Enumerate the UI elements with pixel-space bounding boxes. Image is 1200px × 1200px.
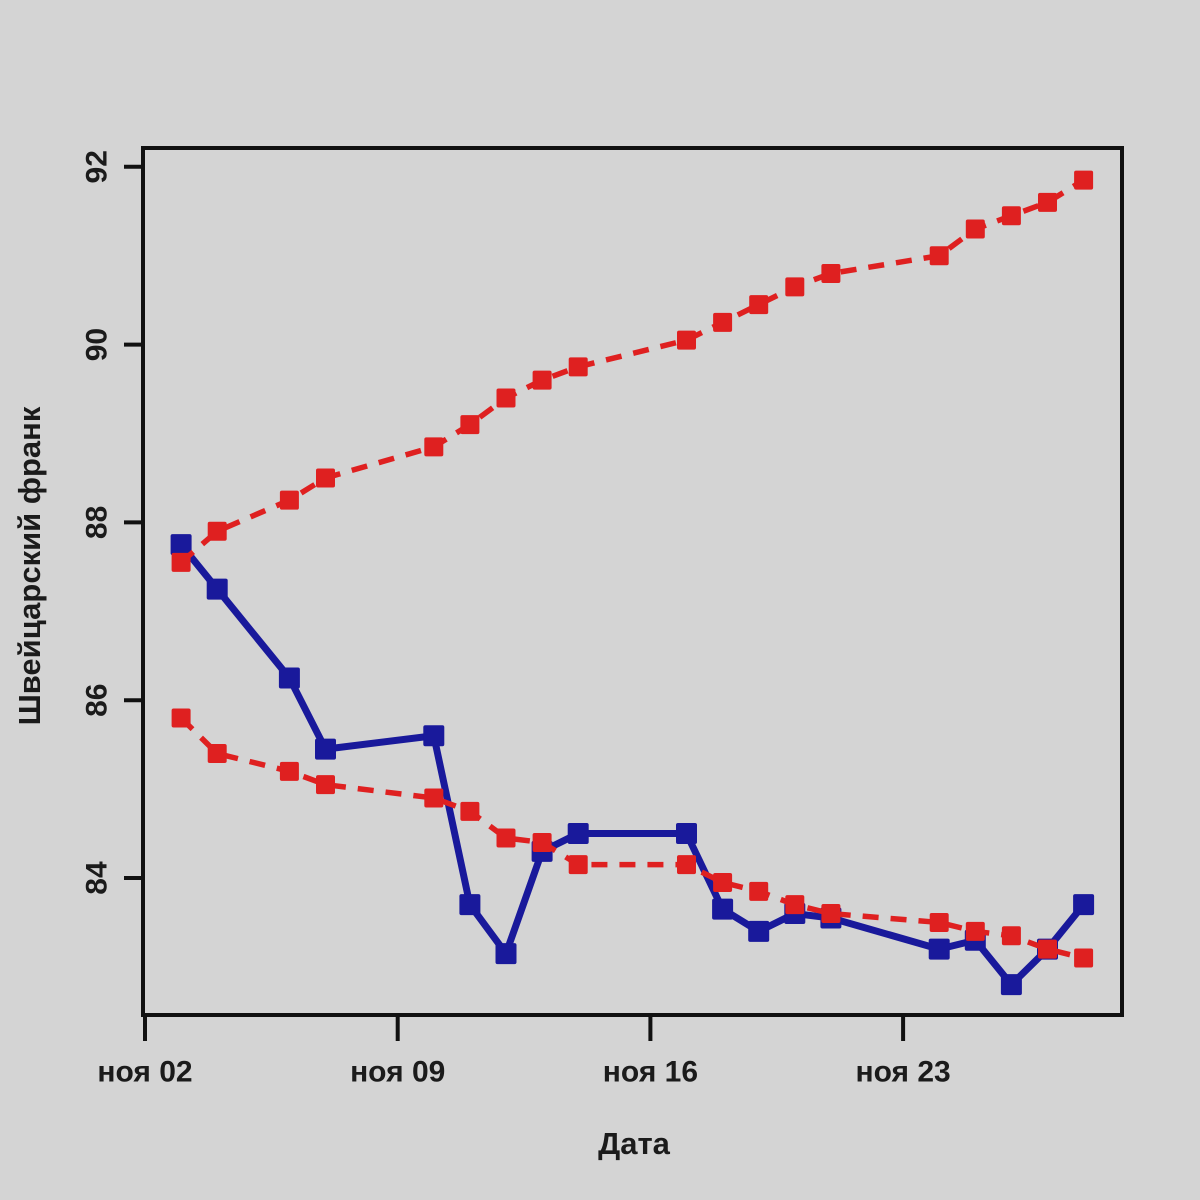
y-axis: 84 86 88 90 92 — [81, 150, 143, 895]
series-red-upper — [171, 170, 1094, 572]
svg-text:ноя 16: ноя 16 — [603, 1056, 698, 1089]
x-axis: ноя 02 ноя 09 ноя 16 ноя 23 — [97, 1015, 951, 1089]
x-axis-title: Дата — [598, 1126, 670, 1161]
y-axis-title: Швейцарский франк — [12, 406, 47, 726]
svg-text:ноя 02: ноя 02 — [97, 1056, 192, 1089]
svg-text:84: 84 — [81, 861, 114, 895]
svg-text:92: 92 — [81, 150, 114, 183]
svg-text:ноя 23: ноя 23 — [855, 1056, 950, 1089]
svg-text:90: 90 — [81, 328, 114, 361]
svg-text:ноя 09: ноя 09 — [350, 1056, 445, 1089]
series-red-lower — [171, 708, 1094, 968]
plot-border — [141, 146, 1124, 1017]
svg-text:86: 86 — [81, 684, 114, 717]
svg-text:88: 88 — [81, 506, 114, 539]
